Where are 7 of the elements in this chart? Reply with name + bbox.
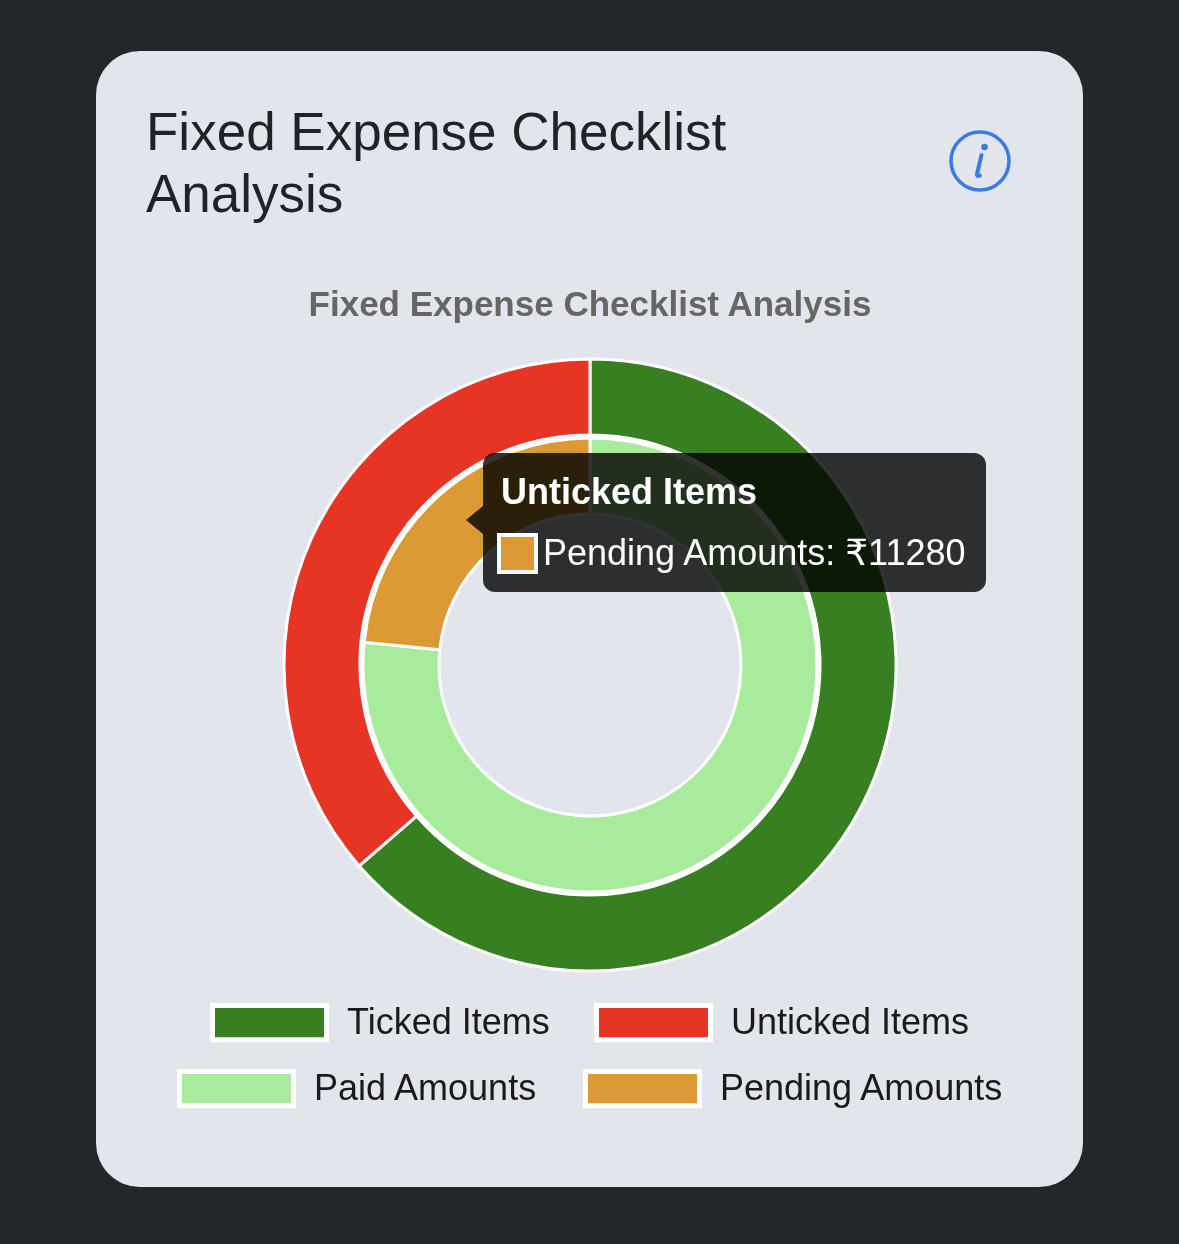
tooltip: Unticked Items Pending Amounts: ₹11280 [466,453,986,592]
chart-subtitle: Fixed Expense Checklist Analysis [308,284,872,323]
chart-title: Fixed Expense Checklist Analysis [146,101,728,225]
legend-label: Ticked Items [347,1000,550,1042]
legend-label: Paid Amounts [314,1066,537,1108]
legend-label: Unticked Items [731,1000,970,1042]
legend-label: Pending Amounts [720,1066,1003,1108]
